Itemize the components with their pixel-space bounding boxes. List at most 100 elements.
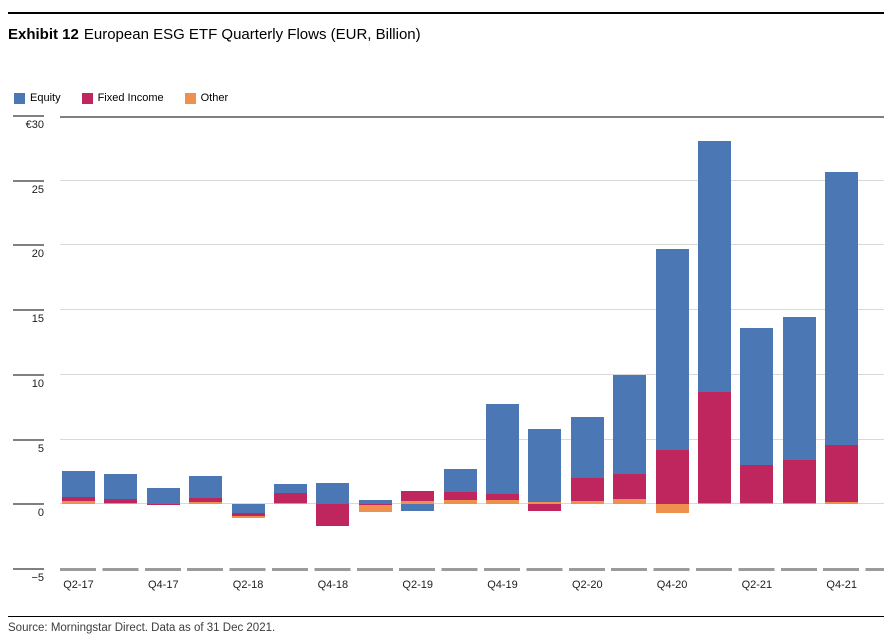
gridline: [60, 244, 884, 246]
gridline: [60, 309, 884, 311]
bar-q3-20-fixed-income: [613, 474, 647, 500]
bar-q4-19-other: [486, 499, 519, 505]
y-tick-label-15: 15: [31, 313, 44, 326]
bar-q1-21-equity: [698, 140, 731, 392]
x-axis-line: [60, 567, 884, 571]
bar-q4-20-fixed-income: [655, 449, 689, 505]
bar-q3-18-fixed-income: [274, 493, 307, 503]
bar-q4-18-equity: [316, 483, 350, 505]
chart: €30 25 20 15 10 5 0 −5 Q2-17 Q4-17 Q2-18 Q4-18 Q2-1…: [0, 115, 892, 618]
x-tick-label-q4-19: Q4-19: [487, 579, 518, 591]
top-rule: [8, 12, 884, 14]
bar-q2-17-fixed-income: [62, 497, 95, 501]
bar-q4-20-other: [655, 504, 689, 514]
bar-q2-20-fixed-income: [570, 478, 604, 501]
bar-q1-20-other: [528, 501, 562, 505]
bar-q3-21-other: [782, 502, 816, 505]
y-tick-label-25: 25: [31, 183, 44, 196]
y-tick-25: [13, 179, 44, 182]
bar-q3-19-other: [443, 499, 477, 505]
bar-q4-17-fixed-income: [146, 503, 180, 505]
bar-q4-21-fixed-income: [825, 445, 859, 503]
legend-item-fixed-income: Fixed Income: [81, 92, 164, 104]
y-tick-15: [13, 309, 44, 312]
bar-q2-19-fixed-income: [401, 490, 435, 501]
bar-q3-17-other: [104, 502, 138, 505]
bar-q2-21-fixed-income: [740, 465, 774, 503]
bar-q1-19-other: [358, 505, 392, 512]
bar-q3-17-equity: [104, 474, 138, 500]
bar-q2-18-fixed-income: [231, 512, 265, 516]
gridline: [60, 373, 884, 375]
y-tick--5: [13, 567, 44, 570]
bar-q3-21-equity: [782, 316, 816, 461]
bar-q1-20-equity: [528, 429, 562, 502]
bar-q1-18-equity: [189, 475, 223, 498]
y-tick-5: [13, 438, 44, 441]
y-tick-10: [13, 373, 44, 376]
bar-q2-19-other: [401, 500, 435, 505]
bar-q3-21-fixed-income: [782, 460, 816, 503]
y-tick-label-20: 20: [31, 248, 44, 261]
bar-q4-17-equity: [146, 488, 180, 504]
legend-label-other: Other: [200, 92, 229, 104]
legend-swatch-other: [184, 92, 196, 104]
x-tick-label-q4-21: Q4-21: [826, 579, 857, 591]
y-tick-0: [13, 503, 44, 506]
bar-q1-20-fixed-income: [528, 504, 562, 511]
bar-q4-19-equity: [486, 403, 519, 495]
bar-q1-21-other: [698, 502, 731, 505]
x-tick-label-q2-21: Q2-21: [741, 579, 773, 591]
bar-q4-21-other: [825, 502, 859, 505]
x-tick-label-q4-20: Q4-20: [656, 579, 688, 591]
bar-q2-18-other: [231, 515, 265, 519]
bar-q1-21-fixed-income: [698, 391, 731, 503]
bar-q4-18-fixed-income: [316, 504, 350, 527]
bar-q3-17-fixed-income: [104, 499, 138, 503]
y-tick-label--5: −5: [31, 571, 44, 584]
legend-item-equity: Equity: [14, 92, 61, 104]
legend-item-other: Other: [184, 92, 229, 104]
bar-q3-20-other: [613, 499, 647, 505]
bar-q2-20-equity: [570, 416, 604, 479]
x-tick-label-q2-19: Q2-19: [402, 579, 433, 591]
bar-q4-21-equity: [825, 172, 859, 446]
y-tick-label-30: €30: [25, 119, 44, 131]
exhibit-title: Exhibit 12 European ESG ETF Quarterly Flo…: [8, 26, 421, 43]
legend-swatch-equity: [14, 92, 25, 104]
bar-q3-19-equity: [443, 469, 477, 492]
chart-legend: Equity Fixed Income Other: [14, 92, 228, 104]
bar-q3-18-other: [274, 502, 307, 505]
legend-label-fixed-income: Fixed Income: [97, 92, 164, 104]
bar-q1-18-fixed-income: [189, 497, 223, 502]
bar-q2-18-equity: [231, 504, 265, 513]
y-tick-label-0: 0: [37, 507, 44, 520]
bar-q2-19-equity: [401, 504, 435, 511]
x-tick-label-q4-18: Q4-18: [317, 579, 349, 591]
x-tick-label-q2-17: Q2-17: [63, 579, 94, 591]
bar-q2-17-equity: [62, 471, 95, 498]
bar-q1-19-fixed-income: [358, 504, 392, 506]
gridline: [60, 438, 884, 440]
x-tick-label-q4-17: Q4-17: [148, 579, 179, 591]
plot-top-border: [60, 116, 884, 118]
bar-q1-18-other: [189, 501, 223, 505]
exhibit-title-text: European ESG ETF Quarterly Flows (EUR, B…: [83, 26, 421, 43]
legend-swatch-fixed-income: [81, 92, 93, 104]
y-tick-20: [13, 244, 44, 247]
footer-rule: [8, 616, 884, 617]
gridline: [60, 179, 884, 181]
y-tick-30: [13, 115, 44, 117]
bar-q3-20-equity: [613, 374, 647, 475]
bar-q3-19-fixed-income: [443, 491, 477, 500]
bar-q4-19-fixed-income: [486, 494, 519, 500]
bar-q3-18-equity: [274, 484, 307, 494]
bar-q2-20-other: [570, 500, 604, 505]
bar-q1-19-equity: [358, 500, 392, 505]
bar-q2-21-other: [740, 502, 774, 505]
legend-label-equity: Equity: [30, 92, 61, 104]
bar-q2-17-other: [62, 500, 95, 505]
y-tick-label-5: 5: [37, 442, 44, 455]
exhibit-number: Exhibit 12: [8, 26, 79, 43]
bar-q2-21-equity: [740, 328, 774, 466]
